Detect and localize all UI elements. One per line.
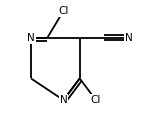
Text: Cl: Cl (58, 6, 69, 16)
Text: Cl: Cl (91, 95, 101, 105)
Text: N: N (125, 33, 132, 43)
Text: N: N (27, 33, 35, 43)
Text: N: N (60, 95, 67, 105)
